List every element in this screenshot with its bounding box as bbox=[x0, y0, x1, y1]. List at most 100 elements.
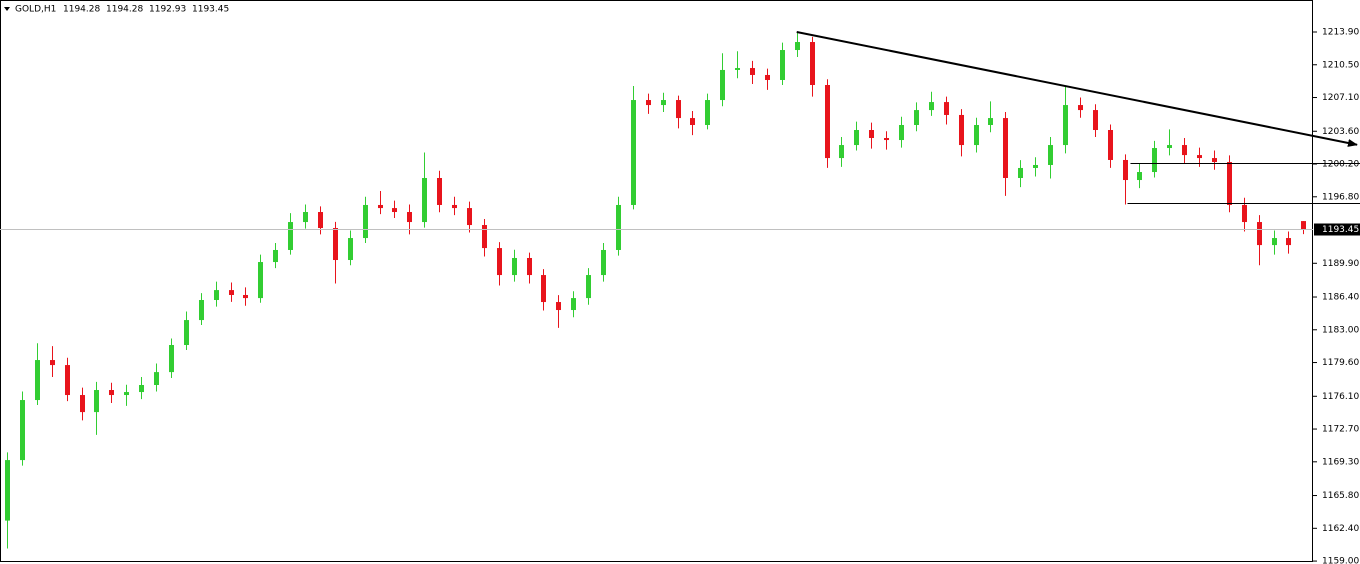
y-tick-label: 1165.80 bbox=[1322, 491, 1359, 501]
candle-body bbox=[169, 345, 174, 373]
candle-body bbox=[94, 390, 99, 413]
candle-body bbox=[273, 249, 278, 263]
y-tick-label: 1207.10 bbox=[1322, 93, 1359, 103]
candle-body bbox=[437, 177, 442, 205]
candle-body bbox=[318, 212, 323, 229]
candle-body bbox=[422, 177, 427, 223]
candle-body bbox=[1137, 172, 1142, 181]
y-tick-label: 1200.20 bbox=[1322, 160, 1359, 170]
candle-body bbox=[825, 84, 830, 159]
candle-body bbox=[1286, 238, 1291, 246]
y-tick-label: 1176.10 bbox=[1322, 392, 1359, 402]
candle-body bbox=[914, 110, 919, 125]
candle-body bbox=[676, 100, 681, 119]
y-tick-label: 1203.60 bbox=[1322, 127, 1359, 137]
candle-body bbox=[229, 290, 234, 295]
candle-body bbox=[541, 275, 546, 303]
y-tick-label: 1172.70 bbox=[1322, 425, 1359, 435]
candle-body bbox=[959, 114, 964, 146]
candle-body bbox=[1301, 221, 1306, 230]
candle-body bbox=[586, 275, 591, 299]
candle-body bbox=[944, 102, 949, 115]
candle-body bbox=[1003, 118, 1008, 178]
candle-body bbox=[154, 372, 159, 386]
y-tick-label: 1183.00 bbox=[1322, 325, 1359, 335]
candle-body bbox=[258, 262, 263, 299]
candle-body bbox=[407, 212, 412, 223]
candle-body bbox=[124, 392, 129, 396]
candle-body bbox=[1123, 159, 1128, 181]
y-tick-label: 1213.90 bbox=[1322, 27, 1359, 37]
candle-body bbox=[50, 360, 55, 366]
candle-body bbox=[1182, 145, 1187, 156]
candle-body bbox=[109, 390, 114, 396]
candle-body bbox=[199, 300, 204, 321]
candle-body bbox=[5, 460, 10, 521]
candle-body bbox=[1033, 164, 1038, 168]
y-tick-label: 1162.40 bbox=[1322, 524, 1359, 534]
header: GOLD,H1 1194.28 1194.28 1192.93 1193.45 bbox=[4, 5, 229, 15]
candle-body bbox=[243, 294, 248, 299]
candle-body bbox=[1152, 148, 1157, 173]
candle-body bbox=[929, 102, 934, 111]
candle-body bbox=[899, 124, 904, 141]
candle-body bbox=[482, 225, 487, 249]
candle-body bbox=[869, 130, 874, 139]
candle-body bbox=[780, 50, 785, 80]
candle-body bbox=[690, 118, 695, 125]
menu-arrow bbox=[4, 7, 10, 11]
y-tick-label: 1189.90 bbox=[1322, 259, 1359, 269]
candle-body bbox=[1197, 155, 1202, 159]
candle-body bbox=[616, 204, 621, 250]
price-label: 1193.45 bbox=[1322, 225, 1359, 235]
bar-low: 1192.93 bbox=[149, 5, 186, 15]
candle-body bbox=[795, 42, 800, 51]
candle-body bbox=[854, 130, 859, 146]
candle-body bbox=[378, 204, 383, 209]
candle-body bbox=[556, 302, 561, 311]
candle-body bbox=[1272, 238, 1277, 246]
candle-body bbox=[452, 204, 457, 209]
candle-body bbox=[1257, 222, 1262, 246]
price-label-box bbox=[1314, 223, 1360, 236]
candle-body bbox=[661, 100, 666, 106]
y-tick-label: 1179.60 bbox=[1322, 358, 1359, 368]
candle-body bbox=[646, 100, 651, 106]
bar-close: 1193.45 bbox=[192, 5, 229, 15]
candle-body bbox=[139, 385, 144, 393]
candle-body bbox=[184, 320, 189, 346]
candle-body bbox=[810, 42, 815, 85]
candle-body bbox=[80, 395, 85, 413]
candle-body bbox=[1018, 167, 1023, 178]
candle-body bbox=[333, 228, 338, 261]
candle-body bbox=[631, 100, 636, 205]
candle-body bbox=[1078, 105, 1083, 111]
candle-body bbox=[65, 365, 70, 396]
candle-body bbox=[35, 360, 40, 401]
symbol-title: GOLD,H1 bbox=[15, 5, 56, 15]
candle-body bbox=[512, 257, 517, 276]
candle-body bbox=[1212, 158, 1217, 162]
candle-body bbox=[348, 238, 353, 261]
candle-body bbox=[974, 124, 979, 146]
candle-body bbox=[1093, 110, 1098, 131]
candle-body bbox=[1063, 105, 1068, 146]
y-tick-label: 1210.50 bbox=[1322, 60, 1359, 70]
candle-body bbox=[497, 248, 502, 276]
candle-body bbox=[720, 69, 725, 101]
candles bbox=[5, 31, 1306, 549]
y-tick-label: 1169.30 bbox=[1322, 457, 1359, 467]
candle-body bbox=[20, 400, 25, 461]
candle-body bbox=[303, 212, 308, 223]
candle-body bbox=[571, 298, 576, 311]
candle-body bbox=[1167, 145, 1172, 149]
candle-body bbox=[467, 208, 472, 226]
y-tick-label: 1186.40 bbox=[1322, 293, 1359, 303]
y-tick-label: 1159.00 bbox=[1322, 557, 1359, 564]
trend-line bbox=[796, 31, 1358, 147]
candle-body bbox=[601, 249, 606, 276]
candle-body bbox=[765, 74, 770, 80]
candle-body bbox=[392, 208, 397, 213]
